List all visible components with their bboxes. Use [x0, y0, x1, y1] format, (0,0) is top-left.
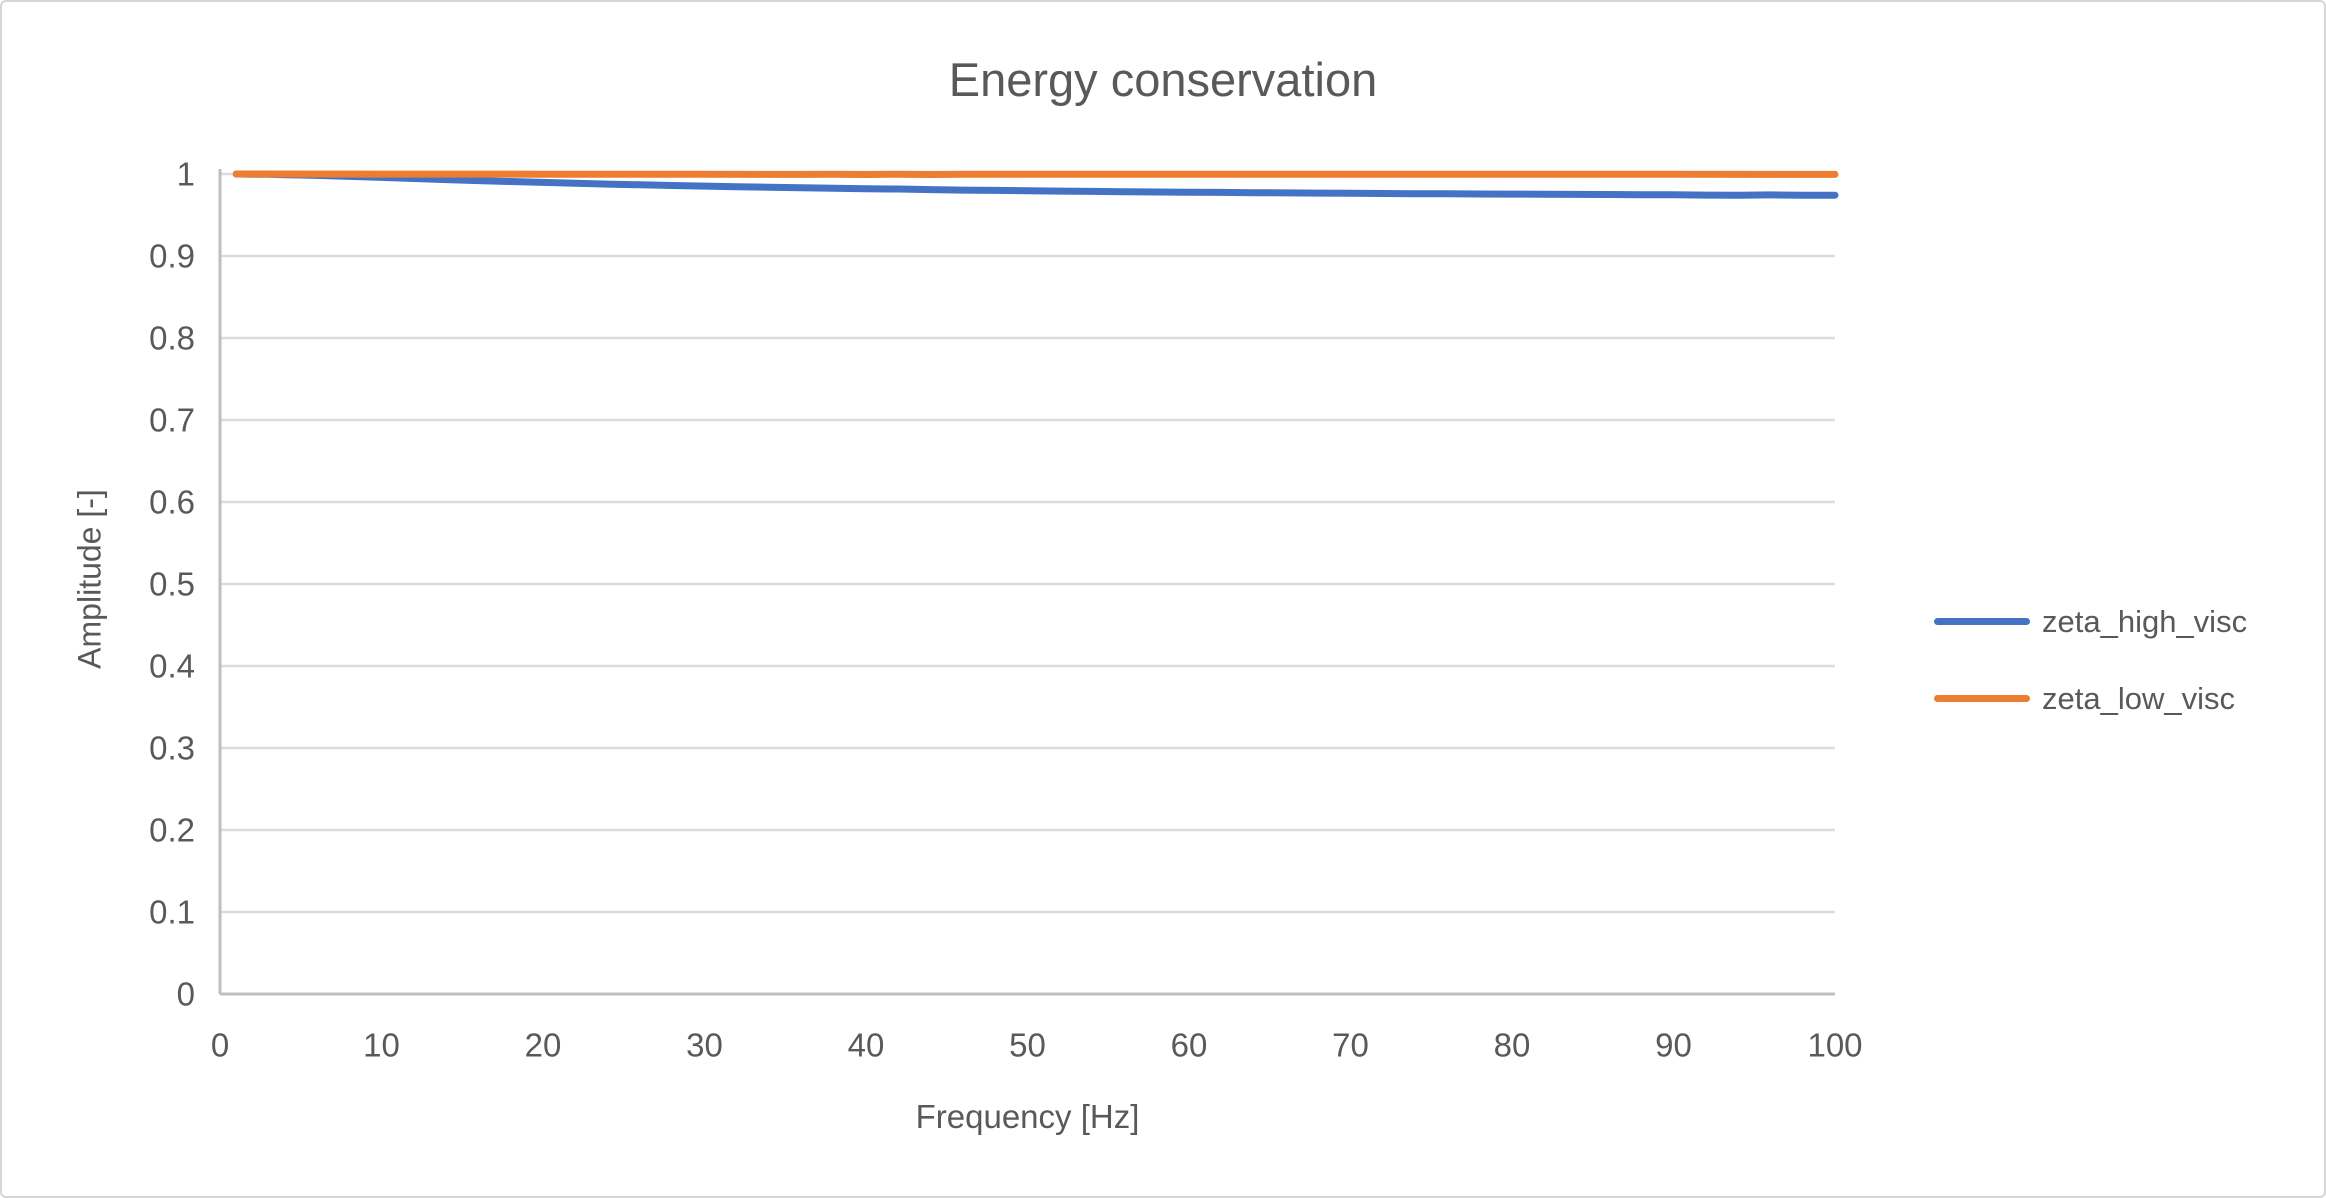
legend: zeta_high_visc zeta_low_visc	[1934, 583, 2247, 737]
x-tick-label: 90	[1655, 1027, 1692, 1064]
y-tick-label: 0.1	[149, 894, 195, 931]
y-tick-label: 0.8	[149, 320, 195, 357]
x-tick-label: 70	[1332, 1027, 1369, 1064]
legend-label-zeta_high_visc: zeta_high_visc	[2042, 603, 2248, 639]
legend-label-zeta_low_visc: zeta_low_visc	[2042, 680, 2235, 716]
y-tick-label: 0.5	[149, 566, 195, 603]
y-tick-label: 1	[177, 156, 195, 193]
x-tick-label: 0	[211, 1027, 229, 1064]
y-axis-title: Amplitude [-]	[71, 489, 108, 669]
y-tick-label: 0.9	[149, 238, 195, 275]
x-tick-label: 80	[1494, 1027, 1531, 1064]
x-axis-title: Frequency [Hz]	[915, 1098, 1140, 1135]
y-tick-label: 0.7	[149, 402, 195, 439]
chart-title: Energy conservation	[948, 53, 1378, 106]
legend-item-zeta_high_visc: zeta_high_visc	[1934, 583, 2247, 660]
y-tick-label: 0.3	[149, 730, 195, 767]
x-tick-label: 40	[848, 1027, 885, 1064]
y-tick-label: 0	[177, 976, 195, 1013]
x-tick-label: 20	[525, 1027, 562, 1064]
x-tick-label: 10	[363, 1027, 400, 1064]
legend-swatch-zeta_high_visc	[1934, 618, 2030, 625]
x-tick-label: 50	[1009, 1027, 1046, 1064]
y-tick-label: 0.6	[149, 484, 195, 521]
legend-item-zeta_low_visc: zeta_low_visc	[1934, 660, 2247, 737]
y-tick-label: 0.2	[149, 812, 195, 849]
y-tick-label: 0.4	[149, 648, 195, 685]
legend-swatch-zeta_low_visc	[1934, 695, 2030, 702]
x-tick-label: 30	[686, 1027, 723, 1064]
x-tick-label: 100	[1807, 1027, 1862, 1064]
series-line-zeta_low_visc	[232, 170, 1839, 178]
x-tick-label: 60	[1171, 1027, 1208, 1064]
